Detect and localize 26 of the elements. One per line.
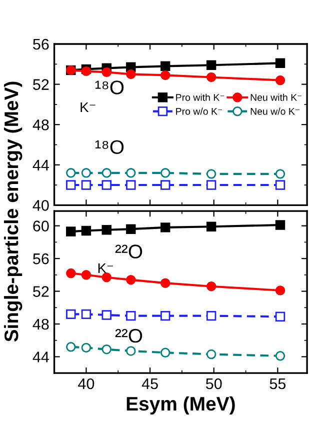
x-axis-title: Esym (MeV) — [126, 396, 235, 414]
y-tick-label: 60 — [33, 220, 49, 232]
annotation: ¹⁸O — [95, 80, 124, 94]
annotation: K⁻ — [98, 263, 113, 273]
legend-label: Neu with K⁻ — [250, 94, 302, 101]
annotation: ²²O — [115, 244, 142, 258]
annotation: K⁻ — [80, 102, 96, 112]
y-tick-label: 48 — [32, 318, 49, 330]
legend-label: Pro w/o K⁻ — [176, 108, 222, 115]
x-tick-label: 50 — [206, 378, 222, 390]
y-tick-label: 56 — [33, 38, 49, 50]
y-tick-label: 52 — [33, 79, 49, 90]
x-tick-label: 40 — [78, 378, 94, 390]
annotation: ¹⁸O — [95, 140, 124, 154]
legend-label: Pro with K⁻ — [176, 94, 224, 101]
y-tick-label: 52 — [33, 286, 49, 297]
y-tick-label: 44 — [32, 352, 49, 362]
x-tick-label: 55 — [270, 378, 286, 390]
y-axis-title: Single-particle energy (MeV) — [4, 82, 22, 342]
legend-label: Neu w/o K⁻ — [250, 108, 300, 115]
x-tick-label: 45 — [142, 378, 158, 390]
y-tick-label: 44 — [32, 160, 49, 170]
y-tick-label: 48 — [32, 119, 49, 130]
y-tick-label: 56 — [33, 253, 49, 264]
annotation: ²²O — [115, 328, 142, 343]
y-tick-label: 40 — [32, 200, 49, 211]
